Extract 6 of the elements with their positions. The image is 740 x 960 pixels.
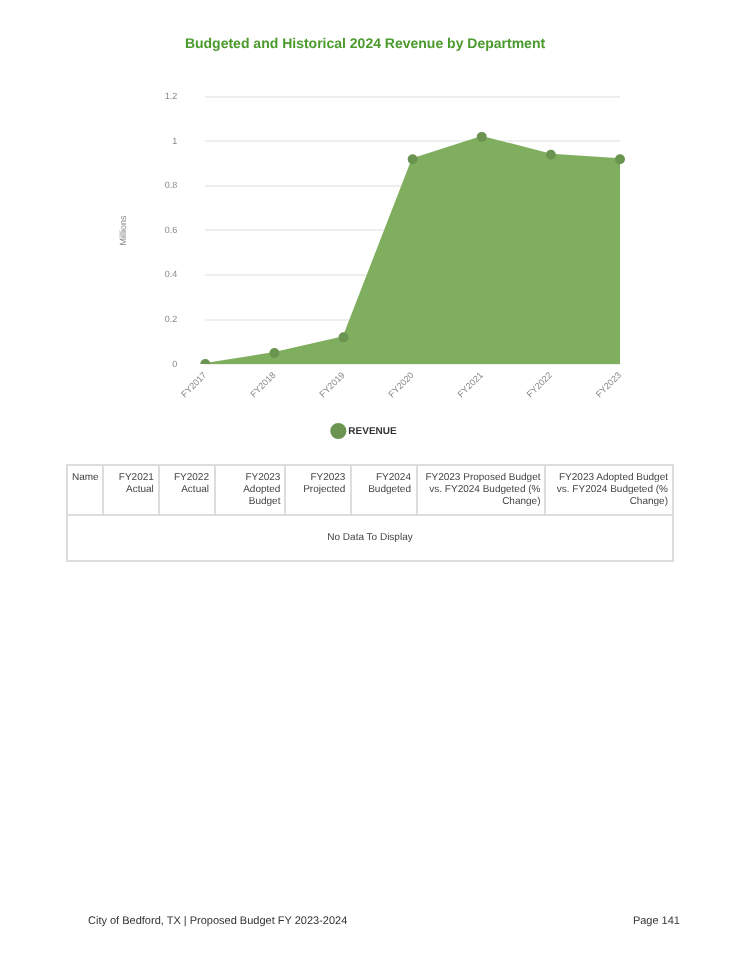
point [338, 332, 349, 343]
point [269, 347, 280, 358]
point [407, 154, 418, 165]
point [545, 149, 556, 160]
point [615, 154, 625, 165]
point [476, 131, 487, 142]
